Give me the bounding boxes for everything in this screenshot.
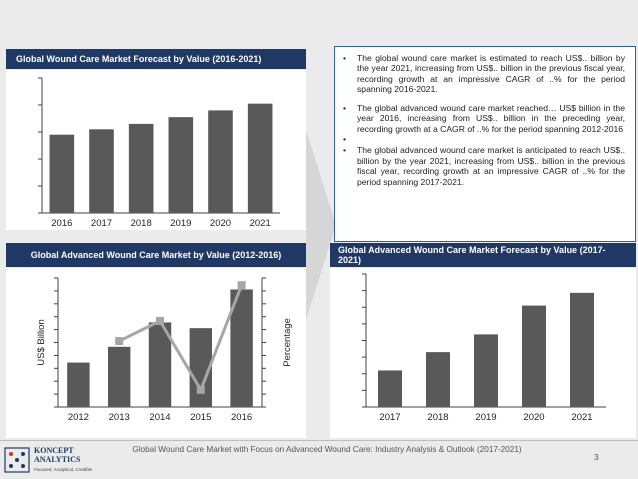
bullet-item-empty: [343, 134, 625, 145]
x-tick-label: 2018: [131, 218, 152, 229]
bullet-item: The global wound care market is estimate…: [343, 53, 625, 95]
summary-bullets: The global wound care market is estimate…: [334, 46, 636, 242]
bar: [49, 134, 75, 213]
x-tick-label: 2012: [68, 412, 89, 423]
y-axis-label: US$ Billion: [36, 319, 47, 365]
top-bar: [0, 0, 638, 42]
x-tick-label: 2016: [231, 412, 252, 423]
bar: [474, 334, 498, 407]
chart1-svg: 2016 2017 2018 2019 2020 2021: [6, 70, 306, 230]
chart-title-advanced-history: Global Advanced Wound Care Market by Val…: [6, 243, 306, 267]
bar: [570, 292, 594, 407]
bar: [208, 110, 233, 213]
chart-title-wound-care-forecast: Global Wound Care Market Forecast by Val…: [6, 49, 306, 69]
chart-title-text: Global Advanced Wound Care Market Foreca…: [338, 244, 606, 265]
arrow-shape: [306, 130, 336, 320]
x-tick-label: 2013: [109, 412, 130, 423]
chart-advanced-forecast: 2017 2018 2019 2020 2021: [330, 268, 636, 438]
x-tick-label: 2017: [379, 412, 400, 423]
chart2-svg: 2012 2013 2014 2015 2016 US$ Billion Percentag…: [6, 268, 306, 438]
x-tick-label: 2019: [170, 218, 191, 229]
x-tick-label: 2021: [250, 218, 271, 229]
x-tick-label: 2018: [427, 412, 448, 423]
chart-title-text: Global Advanced Wound Care Market by Val…: [30, 249, 282, 260]
bar: [128, 123, 154, 213]
chart-title-advanced-forecast: Global Advanced Wound Care Market Foreca…: [330, 243, 636, 267]
series-line: [118, 284, 243, 394]
chart-title-text: Global Wound Care Market Forecast by Val…: [16, 54, 262, 64]
x-tick-label: 2020: [210, 218, 231, 229]
bar: [168, 117, 194, 213]
bullet-item: The global advanced wound care market re…: [343, 103, 625, 134]
footer-divider: [0, 440, 638, 441]
y2-axis-label: Percentage: [282, 318, 293, 367]
page-number: 3: [594, 452, 599, 462]
bar: [426, 352, 450, 407]
bar: [148, 322, 172, 407]
bar: [247, 103, 273, 213]
bar: [522, 305, 546, 407]
bar: [378, 370, 402, 407]
logo-mark-icon: [4, 447, 30, 473]
chart3-svg: 2017 2018 2019 2020 2021: [330, 268, 636, 438]
company-logo: KONCEPT ANALYTICS Focused, Analytical, C…: [4, 446, 124, 476]
x-tick-label: 2021: [571, 412, 592, 423]
line-point: [115, 337, 124, 346]
bar: [230, 289, 253, 407]
chart-wound-care-forecast: 2016 2017 2018 2019 2020 2021: [6, 70, 306, 230]
x-tick-label: 2014: [149, 412, 170, 423]
bullet-item: The global advanced wound care market is…: [343, 145, 625, 187]
logo-name: KONCEPT ANALYTICS: [34, 446, 81, 464]
chart-advanced-history: 2012 2013 2014 2015 2016 US$ Billion Percentag…: [6, 268, 306, 438]
x-tick-label: 2016: [51, 218, 72, 229]
line-point: [237, 281, 246, 290]
x-tick-label: 2017: [91, 218, 112, 229]
bar: [107, 346, 131, 407]
line-point: [156, 317, 164, 325]
x-tick-label: 2015: [190, 412, 211, 423]
line-point: [196, 385, 205, 394]
bar: [189, 328, 213, 407]
x-tick-label: 2020: [523, 412, 544, 423]
bar: [89, 129, 114, 213]
logo-tagline: Focused, Analytical, Credible: [34, 467, 93, 472]
bar: [67, 362, 90, 407]
footer-title: Global Wound Care Market with Focus on A…: [132, 445, 522, 454]
x-tick-label: 2019: [475, 412, 496, 423]
